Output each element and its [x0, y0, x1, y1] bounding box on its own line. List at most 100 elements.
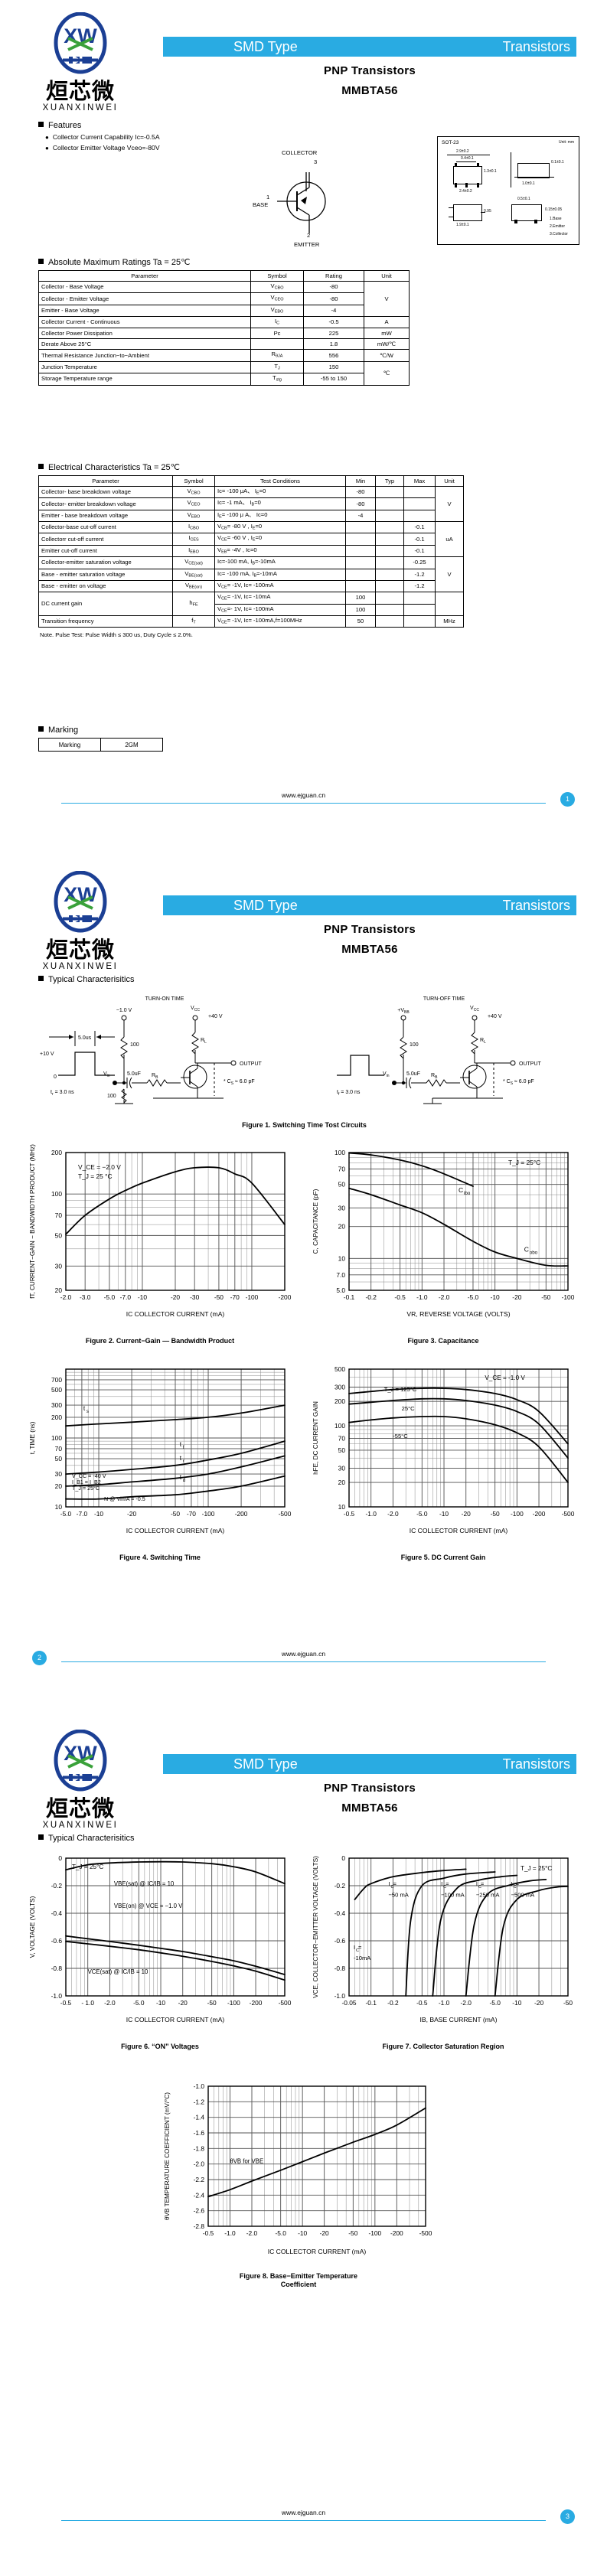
svg-text:-0.5: -0.5 [60, 1999, 72, 2007]
ec-symbol: ICES [172, 533, 215, 546]
svg-text:-0.4: -0.4 [335, 1909, 346, 1917]
svg-text:20: 20 [338, 1223, 346, 1231]
svg-text:C: C [443, 1885, 446, 1890]
svg-text:d: d [183, 1478, 186, 1483]
svg-text:RL: RL [201, 1038, 207, 1045]
amr-unit: V [364, 280, 410, 318]
svg-text:20: 20 [55, 1286, 63, 1294]
ec-symbol: VCBO [172, 485, 215, 499]
amr-rating: -0.5 [303, 316, 364, 329]
svg-text:-2.0: -2.0 [439, 1293, 450, 1301]
logo-mark-icon: XW [47, 12, 113, 78]
amr-symbol: Pc [250, 328, 304, 340]
ec-col-header: Parameter [38, 475, 173, 487]
package-dim: 2.4±0.2 [459, 189, 472, 194]
marking-table: Marking 2GM [38, 738, 163, 752]
ec-test-conditions: VCE=- 1V, Ic= -100mA [214, 603, 346, 616]
ec-typ [375, 521, 404, 534]
svg-text:-1.0: -1.0 [224, 2229, 236, 2237]
svg-text:RL: RL [480, 1038, 486, 1045]
svg-text:C: C [356, 1948, 359, 1953]
figure-5-caption: Figure 5. DC Current Gain [400, 1554, 486, 1561]
amr-rating: 150 [303, 360, 364, 374]
svg-text:t, TIME (ns): t, TIME (ns) [29, 1421, 36, 1454]
ec-symbol: VBE(sat) [172, 568, 215, 581]
svg-text:VR, REVERSE VOLTAGE (VOLTS): VR, REVERSE VOLTAGE (VOLTS) [406, 1310, 510, 1318]
footer-url: www.ejguan.cn [0, 2509, 607, 2521]
svg-text:10: 10 [338, 1254, 346, 1262]
svg-text:-50: -50 [491, 1510, 500, 1518]
package-name: SOT-23 [442, 140, 459, 145]
ec-col-header: Test Conditions [214, 475, 346, 487]
svg-text:I: I [476, 1880, 478, 1887]
svg-text:-1.8: -1.8 [194, 2144, 205, 2152]
svg-text:-100: -100 [511, 1510, 524, 1518]
svg-text:VCC: VCC [191, 1006, 200, 1012]
svg-text:-20: -20 [320, 2229, 329, 2237]
package-dim: 0.15±0.05 [545, 207, 563, 212]
figure-5-chart: -0.5 -1.0 -2.0 -5.0 -10 -20 -50 -100 -200 -500 10 2… [309, 1360, 577, 1561]
svg-text:=: = [358, 1944, 362, 1951]
page-1: XW 烜芯微 XUANXINWEI SMD Type Transistors P… [0, 0, 607, 859]
svg-text:N @ Vin/A = -0.5: N @ Vin/A = -0.5 [104, 1495, 145, 1502]
svg-text:fT, CURRENT−GAIN − BANDWIDTH P: fT, CURRENT−GAIN − BANDWIDTH PRODUCT (MH… [29, 1144, 36, 1299]
amr-symbol: RθJA [250, 349, 304, 362]
table-row: VCE=- 1V, Ic= -100mA 100 [39, 603, 464, 616]
ec-min: -80 [345, 497, 376, 510]
svg-text:-5.0: -5.0 [133, 1999, 145, 2007]
ec-symbol: fT [172, 615, 215, 628]
figure-8-chart: -0.5 -1.0 -2.0 -5.0 -10 -20 -50 -100 -200 -500 -1.… [161, 2077, 436, 2289]
ec-test-conditions: VEB= -4V , Ic=0 [214, 544, 346, 558]
electrical-characteristics-table: Parameter Symbol Test Conditions Min Typ Max U… [38, 475, 464, 628]
svg-text:t: t [180, 1440, 182, 1448]
ec-heading: Electrical Characteristics Ta = 25℃ [38, 462, 464, 472]
svg-text:-70: -70 [187, 1510, 196, 1518]
svg-text:RB: RB [152, 1073, 158, 1080]
amr-symbol [250, 338, 304, 351]
amr-parameter: Derate Above 25°C [38, 338, 251, 351]
ec-typ [375, 568, 404, 581]
svg-text:IC COLLECTOR CURRENT (mA): IC COLLECTOR CURRENT (mA) [126, 2016, 225, 2023]
svg-text:-2.6: -2.6 [194, 2207, 205, 2215]
svg-text:T_J = 25°C: T_J = 25°C [72, 1864, 103, 1870]
svg-text:IC COLLECTOR CURRENT (mA): IC COLLECTOR CURRENT (mA) [126, 1527, 225, 1534]
banner-left-label: SMD Type [233, 1756, 298, 1772]
svg-text:-0.2: -0.2 [335, 1882, 346, 1890]
features-heading: Features [38, 121, 268, 130]
footer-divider [61, 803, 546, 804]
package-unit: Unit: mm [559, 140, 574, 145]
package-dim: 1.3±0.1 [484, 169, 497, 174]
svg-text:-5.0: -5.0 [275, 2229, 286, 2237]
amr-parameter: Emitter - Base Voltage [38, 304, 251, 318]
svg-text:C: C [524, 1246, 529, 1254]
svg-text:VCE(sat) @ IC/IB = 10: VCE(sat) @ IC/IB = 10 [88, 1968, 148, 1975]
svg-text:-50: -50 [207, 1999, 217, 2007]
logo-english-name: XUANXINWEI [42, 1821, 119, 1830]
svg-text:-0.2: -0.2 [365, 1293, 377, 1301]
svg-text:-7.0: -7.0 [77, 1510, 88, 1518]
ec-parameter: Collector- emitter breakdown voltage [38, 497, 173, 510]
table-header-row: Parameter Symbol Rating Unit [38, 270, 410, 282]
logo-mark-icon: XW [47, 871, 113, 937]
svg-text:VBE(on) @ VCE = −1.0 V: VBE(on) @ VCE = −1.0 V [114, 1903, 183, 1909]
svg-text:100: 100 [51, 1190, 62, 1198]
svg-text:-0.6: -0.6 [51, 1937, 63, 1945]
svg-text:obo: obo [530, 1251, 538, 1256]
svg-text:-2.8: -2.8 [194, 2222, 205, 2230]
turn-off-title: TURN-OFF TIME [423, 996, 465, 1002]
amr-parameter: Collector Power Dissipation [38, 328, 251, 340]
svg-text:700: 700 [51, 1376, 62, 1384]
ec-test-conditions: VCE= -60 V , IE=0 [214, 533, 346, 546]
svg-text:VBE(sat) @ IC/IB = 10: VBE(sat) @ IC/IB = 10 [114, 1880, 175, 1887]
svg-text:100: 100 [335, 1149, 345, 1156]
package-dim: 2.9±0.2 [456, 149, 469, 154]
amr-symbol: VEBO [250, 304, 304, 318]
svg-text:0: 0 [341, 1854, 345, 1862]
ec-typ [375, 485, 404, 499]
ec-unit: uA [435, 521, 464, 558]
amr-parameter: Collector - Emitter Voltage [38, 292, 251, 305]
svg-text:+VBB: +VBB [397, 1008, 410, 1015]
svg-text:-2.0: -2.0 [194, 2160, 205, 2168]
svg-text:30: 30 [55, 1470, 63, 1478]
svg-text:-100: -100 [368, 2229, 381, 2237]
